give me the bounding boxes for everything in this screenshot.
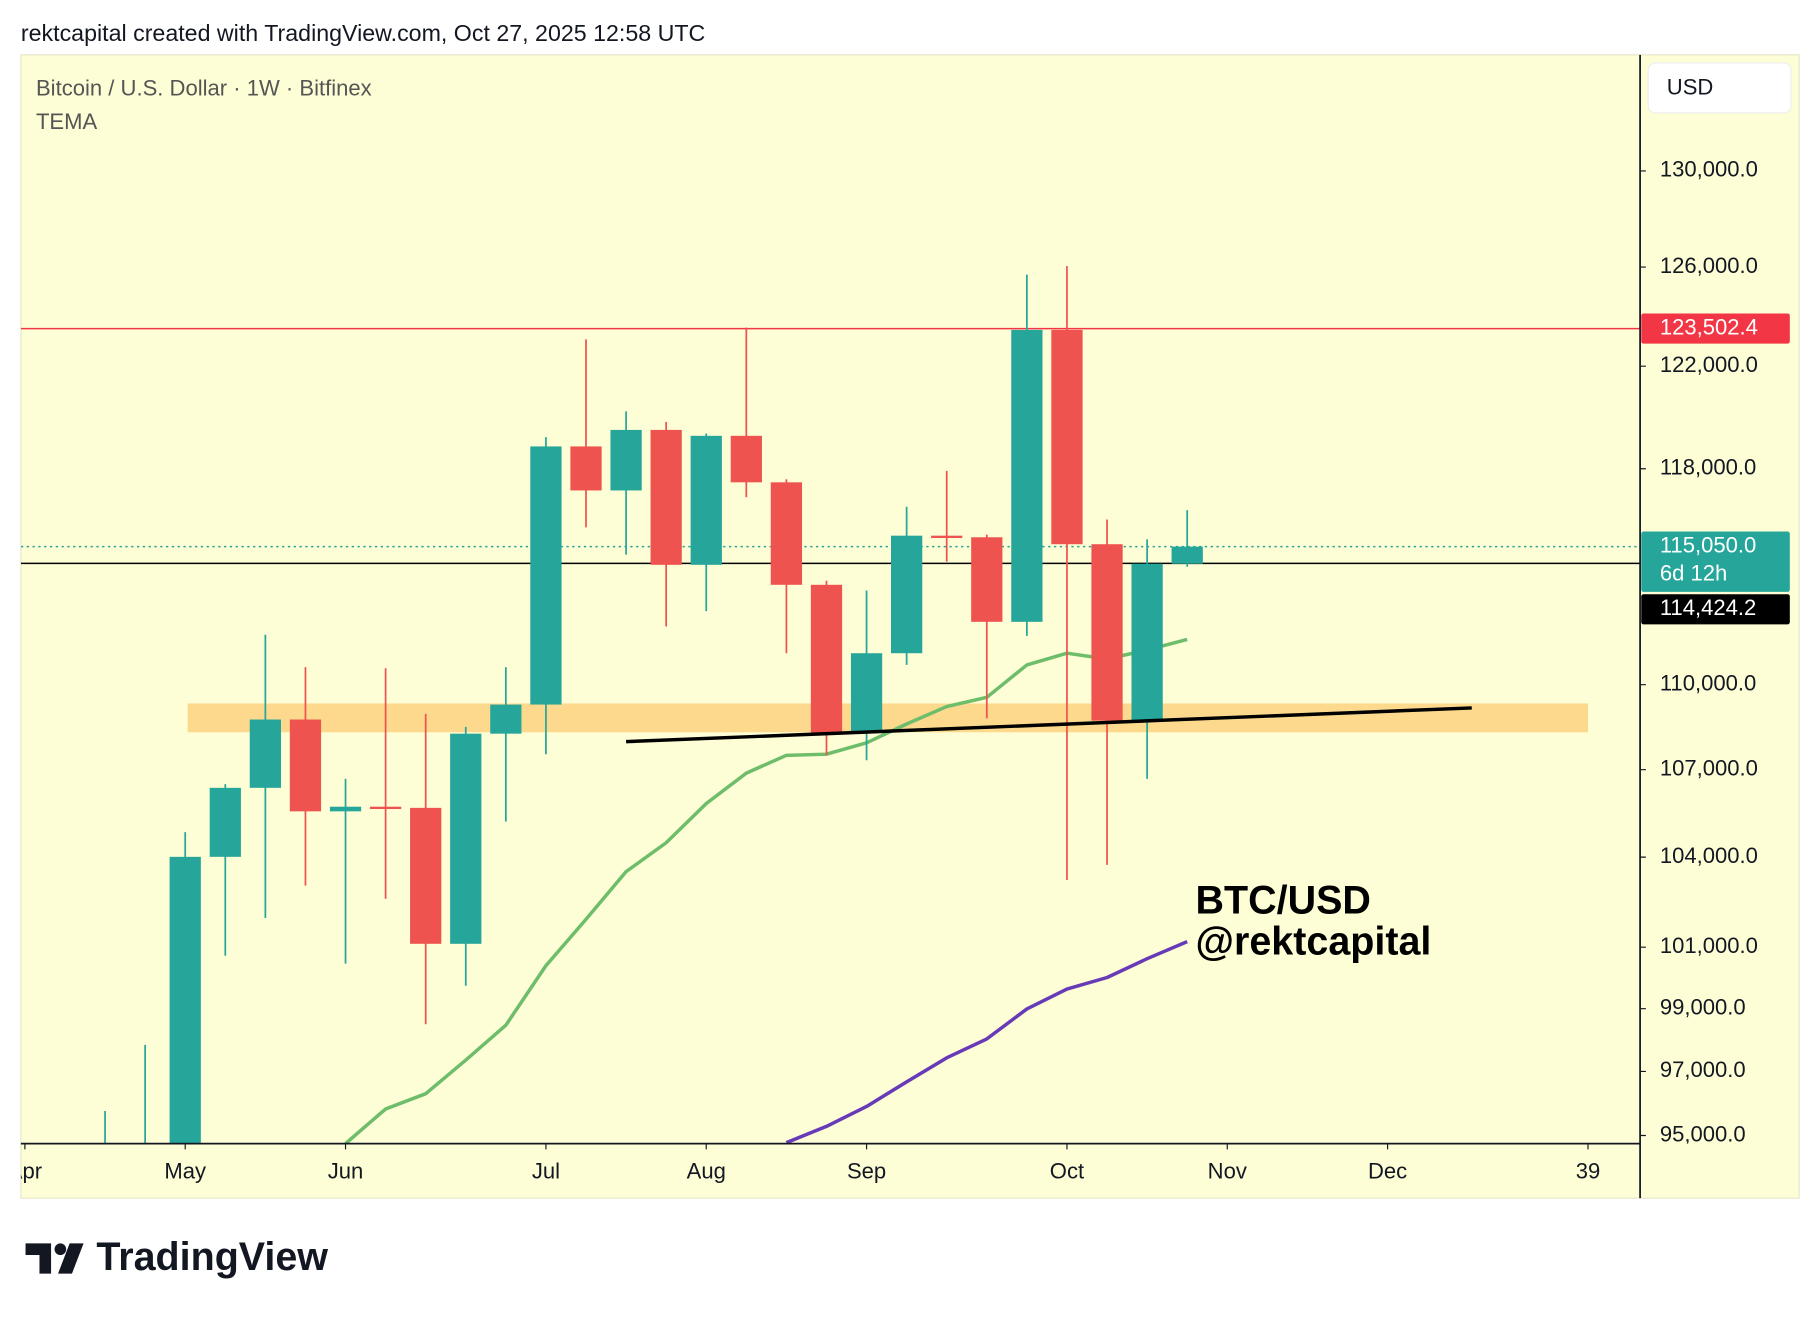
y-tick-label: 99,000.0 bbox=[1660, 994, 1746, 1019]
price-label-box bbox=[1641, 594, 1790, 625]
candle-body bbox=[169, 856, 201, 1144]
annotation: BTC/USD bbox=[1196, 879, 1371, 923]
logo-icon bbox=[58, 1243, 84, 1274]
y-tick-label: 122,000.0 bbox=[1660, 352, 1758, 377]
indicator-line bbox=[785, 940, 1188, 1144]
y-tick-label: 101,000.0 bbox=[1660, 933, 1758, 958]
y-tick-label: 130,000.0 bbox=[1660, 157, 1758, 182]
y-tick-label: 104,000.0 bbox=[1660, 843, 1758, 868]
candle-body bbox=[810, 584, 843, 733]
y-tick-label: 110,000.0 bbox=[1660, 670, 1756, 695]
candle-body bbox=[570, 446, 602, 491]
price-label-countdown: 6d 12h bbox=[1660, 560, 1727, 585]
header: rektcapital created with TradingView.com… bbox=[21, 20, 705, 46]
candle-body bbox=[891, 535, 923, 654]
plot-area bbox=[20, 266, 1641, 1144]
currency-label[interactable]: USD bbox=[1667, 74, 1714, 99]
y-tick-label: 126,000.0 bbox=[1660, 253, 1758, 278]
price-label: 115,050.0 bbox=[1660, 532, 1756, 557]
tradingview-logo: TradingView bbox=[25, 1235, 328, 1279]
price-label: 114,424.2 bbox=[1660, 595, 1756, 620]
candle-body bbox=[1051, 329, 1083, 545]
candle-body bbox=[209, 787, 241, 857]
candle-body bbox=[690, 435, 722, 565]
candle-body bbox=[530, 446, 562, 705]
x-tick-label: Apr bbox=[8, 1158, 42, 1183]
candle-body bbox=[450, 733, 482, 944]
trendline bbox=[626, 706, 1472, 744]
logo-text: TradingView bbox=[96, 1235, 328, 1279]
candle-body bbox=[1131, 563, 1163, 721]
indicator-line bbox=[344, 637, 1188, 1144]
x-tick-label: Nov bbox=[1208, 1158, 1247, 1183]
y-tick-label: 95,000.0 bbox=[1660, 1121, 1746, 1146]
price-label-box bbox=[1641, 531, 1790, 592]
candle-body bbox=[1091, 544, 1123, 721]
candle-body bbox=[1011, 329, 1043, 622]
candle-body bbox=[410, 807, 442, 944]
candle-body bbox=[730, 435, 762, 483]
x-tick-label: May bbox=[164, 1158, 206, 1183]
y-axis: 95,000.0 97,000.0 99,000.0 101,000.0 104,000… bbox=[1640, 157, 1758, 1146]
x-tick-label: Jun bbox=[328, 1158, 364, 1183]
x-axis: Apr May Jun Jul Aug Sep Oct Nov Dec 39 bbox=[8, 1143, 1601, 1183]
y-tick-label: 107,000.0 bbox=[1660, 756, 1758, 781]
candle-body bbox=[650, 429, 682, 565]
annotation: @rektcapital bbox=[1196, 919, 1432, 963]
price-label-box bbox=[1641, 313, 1790, 344]
currency-box[interactable] bbox=[1647, 62, 1792, 114]
candle-body bbox=[610, 429, 642, 491]
x-tick-label: Aug bbox=[687, 1158, 726, 1183]
y-tick-label: 118,000.0 bbox=[1660, 455, 1756, 480]
candle-body bbox=[1171, 546, 1203, 564]
indicator-label: TEMA bbox=[36, 109, 98, 134]
candle-body bbox=[770, 482, 803, 585]
logo-icon bbox=[54, 1243, 67, 1256]
price-label: 123,502.4 bbox=[1660, 314, 1758, 339]
overlay: BTC/USD@rektcapital 123,502.4 115,050.0 6d … bbox=[1196, 313, 1790, 963]
x-tick-label: 39 bbox=[1576, 1158, 1601, 1183]
y-tick-label: 97,000.0 bbox=[1660, 1057, 1746, 1082]
x-tick-label: Sep bbox=[847, 1158, 886, 1183]
x-tick-label: Oct bbox=[1050, 1158, 1084, 1183]
logo-icon bbox=[25, 1243, 52, 1274]
candle-body bbox=[289, 719, 322, 812]
candle-body bbox=[971, 537, 1003, 622]
support-zone bbox=[187, 703, 1588, 733]
candle-body bbox=[850, 653, 883, 733]
x-tick-label: Dec bbox=[1368, 1158, 1407, 1183]
candle-body bbox=[329, 806, 362, 812]
candle-body bbox=[249, 719, 282, 788]
chart-title: Bitcoin / U.S. Dollar · 1W · Bitfinex bbox=[36, 75, 372, 100]
x-tick-label: Jul bbox=[532, 1158, 560, 1183]
candle-body bbox=[490, 704, 522, 734]
candle-body bbox=[931, 535, 963, 538]
candle-body bbox=[369, 806, 402, 810]
